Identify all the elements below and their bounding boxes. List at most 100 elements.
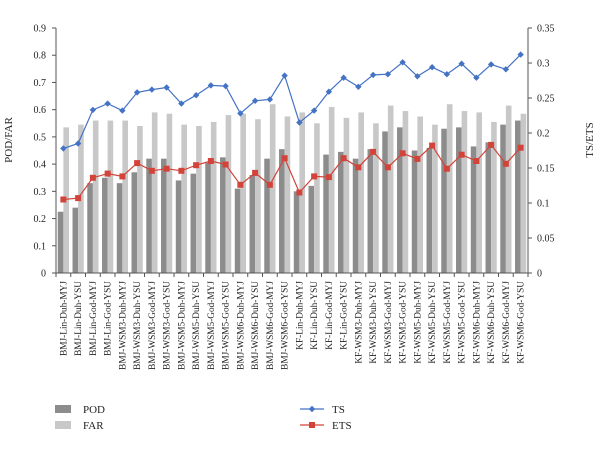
- ets-point: [75, 195, 82, 202]
- ts-point: [266, 96, 274, 103]
- left-tick-label: 0.4: [34, 160, 47, 171]
- ets-point: [325, 174, 332, 181]
- legend-label-far: FAR: [83, 420, 104, 432]
- left-tick-label: 0: [41, 269, 46, 280]
- ts-point: [207, 82, 215, 89]
- right-axis-label: TS/ETS: [584, 122, 596, 157]
- pod-bar: [352, 158, 359, 273]
- ets-point: [414, 155, 421, 162]
- ets-point: [340, 155, 347, 162]
- category-label: BMJ-Lin-God-YSU: [104, 281, 114, 356]
- category-labels: BMJ-Lin-Duh-MYJ BMJ-Lin-Duh-YSU BMJ-Lin-Go…: [59, 281, 526, 370]
- ts-point: [163, 84, 170, 91]
- far-bar: [417, 116, 423, 273]
- far-bar: [373, 123, 379, 273]
- ets-point: [193, 162, 200, 169]
- legend-marker-ets: [309, 422, 315, 428]
- pod-bar: [249, 175, 256, 273]
- ets-point: [252, 169, 259, 176]
- pod-bar: [205, 162, 211, 273]
- far-bar: [314, 123, 320, 273]
- far-bar: [122, 120, 128, 273]
- category-label: KF-WSM6-God-YSU: [517, 281, 527, 364]
- category-label: BMJ-WSM3-Duh-MYJ: [118, 281, 128, 370]
- far-bar: [269, 104, 276, 273]
- left-tick-label: 0.8: [34, 51, 47, 62]
- pod-bar: [234, 188, 241, 273]
- ts-point: [192, 92, 200, 99]
- ets-point: [296, 189, 303, 196]
- far-bar: [196, 126, 202, 273]
- ets-point: [266, 181, 273, 188]
- far-bar: [255, 119, 261, 273]
- far-bar: [446, 104, 453, 273]
- far-bar: [387, 105, 394, 273]
- legend: POD FAR TS ETS: [55, 404, 352, 432]
- pod-bar: [470, 146, 477, 273]
- category-label: KF-WSM5-Duh-YSU: [428, 281, 438, 364]
- pod-bar: [57, 211, 64, 273]
- pod-bar: [264, 158, 270, 273]
- ts-point: [148, 86, 156, 93]
- pod-bar: [323, 154, 329, 273]
- category-label: BMJ-WSM6-God-MYJ: [266, 281, 276, 370]
- ets-point: [163, 165, 170, 172]
- ets-point: [355, 164, 362, 171]
- category-label: KF-WSM3-God-YSU: [399, 281, 409, 364]
- ts-point: [281, 72, 288, 79]
- ts-point: [325, 88, 333, 95]
- left-tick-label: 0.1: [34, 241, 47, 252]
- ets-point: [222, 161, 229, 168]
- far-bar: [520, 113, 527, 273]
- pod-bar: [146, 158, 152, 273]
- ets-point: [281, 155, 288, 162]
- left-tick-label: 0.3: [34, 187, 47, 198]
- pod-bar: [293, 191, 300, 273]
- ets-point: [89, 174, 96, 181]
- far-bar: [240, 113, 246, 273]
- ets-point: [488, 141, 495, 148]
- left-tick-label: 0.9: [34, 24, 47, 35]
- far-bar: [461, 111, 468, 273]
- pod-bar: [456, 127, 462, 273]
- category-label: KF-Lin-Duh-YSU: [310, 281, 320, 350]
- pod-bar: [308, 185, 315, 273]
- category-label: BMJ-WSM3-God-MYJ: [148, 281, 158, 370]
- pod-bar: [161, 158, 167, 273]
- category-label: BMJ-WSM3-Duh-YSU: [133, 281, 143, 370]
- ts-point: [74, 140, 82, 147]
- left-tick-label: 0.6: [34, 105, 47, 116]
- ets-point: [473, 158, 480, 164]
- pod-bar: [220, 157, 226, 273]
- category-label: KF-WSM5-Duh-MYJ: [413, 281, 423, 364]
- category-label: BMJ-WSM5-God-YSU: [222, 281, 232, 370]
- far-bar: [225, 115, 232, 273]
- ts-point: [487, 61, 495, 68]
- pod-bar: [515, 120, 521, 273]
- category-label: KF-Lin-God-YSU: [340, 281, 350, 350]
- ets-point: [429, 142, 436, 149]
- category-label: KF-WSM6-God-MYJ: [502, 281, 512, 364]
- ts-point: [502, 66, 510, 73]
- ets-point: [119, 173, 126, 180]
- ts-point: [340, 74, 347, 81]
- category-label: BMJ-Lin-Duh-YSU: [74, 281, 84, 356]
- ts-point: [310, 107, 318, 114]
- pod-bar: [116, 183, 123, 273]
- category-label: BMJ-Lin-God-MYJ: [89, 281, 99, 356]
- ts-point: [104, 100, 111, 107]
- bars-layer: [57, 104, 527, 273]
- ticks-layer: 0 0.1 0.2 0.3 0.4 0.5 0.6 0.7 0.8 0.9 0 0.05 0.1 0.15…: [34, 24, 555, 280]
- ets-point: [178, 167, 185, 174]
- far-bar: [92, 120, 99, 273]
- pod-bar: [411, 150, 418, 273]
- ets-point: [370, 148, 377, 155]
- ts-point: [178, 100, 185, 107]
- far-bar: [137, 126, 143, 273]
- far-bar: [402, 111, 409, 273]
- ets-point: [60, 196, 67, 203]
- category-label: KF-WSM3-God-MYJ: [384, 281, 394, 364]
- ets-point: [384, 164, 391, 171]
- far-bar: [328, 106, 335, 273]
- ts-point: [384, 71, 392, 78]
